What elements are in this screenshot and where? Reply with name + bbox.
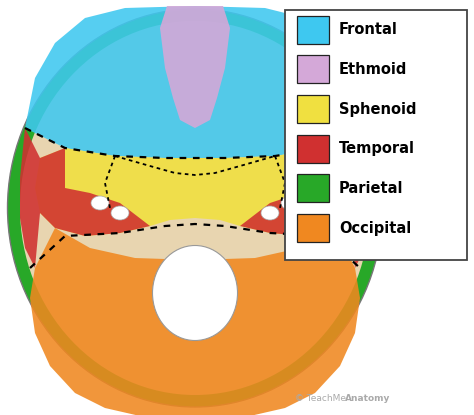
Text: Parietal: Parietal <box>339 181 403 196</box>
Text: Frontal: Frontal <box>339 22 398 37</box>
Polygon shape <box>25 6 365 158</box>
Ellipse shape <box>20 21 370 395</box>
Text: Anatomy: Anatomy <box>345 394 391 403</box>
Ellipse shape <box>8 9 383 407</box>
FancyBboxPatch shape <box>297 16 329 44</box>
FancyBboxPatch shape <box>297 214 329 242</box>
Text: Sphenoid: Sphenoid <box>339 102 417 117</box>
FancyBboxPatch shape <box>297 135 329 163</box>
Text: Occipital: Occipital <box>339 221 411 236</box>
FancyBboxPatch shape <box>297 95 329 123</box>
Text: © TeachMe: © TeachMe <box>295 394 346 403</box>
Polygon shape <box>160 6 230 128</box>
FancyBboxPatch shape <box>297 56 329 83</box>
FancyBboxPatch shape <box>285 10 467 260</box>
Ellipse shape <box>281 196 299 210</box>
Ellipse shape <box>261 206 279 220</box>
Polygon shape <box>240 128 370 268</box>
Polygon shape <box>35 148 355 236</box>
Text: Temporal: Temporal <box>339 141 415 156</box>
Text: Ethmoid: Ethmoid <box>339 62 407 77</box>
FancyBboxPatch shape <box>297 174 329 203</box>
Ellipse shape <box>111 206 129 220</box>
Polygon shape <box>20 128 150 268</box>
Polygon shape <box>30 228 360 415</box>
Ellipse shape <box>91 196 109 210</box>
Ellipse shape <box>153 246 237 340</box>
